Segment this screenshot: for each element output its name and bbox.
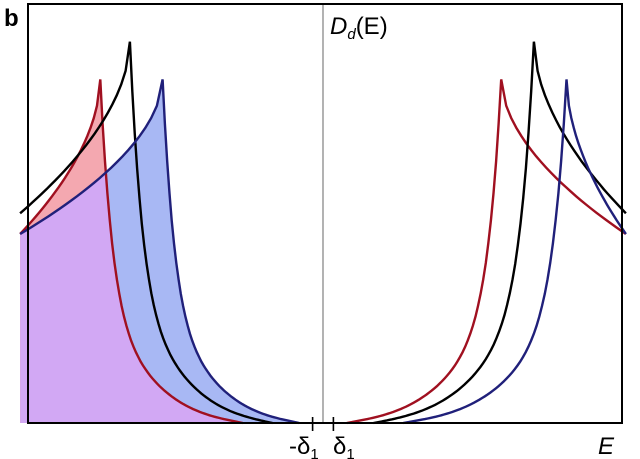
- curve-black-pos: [373, 41, 627, 425]
- y-axis-label: Dd(E): [330, 13, 388, 43]
- tick-pos-main: δ: [333, 433, 346, 459]
- y-label-main: D: [330, 13, 347, 40]
- panel-label: b: [4, 5, 19, 32]
- tick-neg-sub: 1: [310, 446, 318, 459]
- dos-curves: [19, 41, 627, 425]
- tick-label-pos-delta1: δ1: [333, 433, 355, 459]
- x-ticks: [311, 417, 335, 431]
- tick-pos-sub: 1: [346, 446, 354, 459]
- curve-red-neg: [19, 79, 244, 425]
- curve-black-neg: [19, 41, 273, 425]
- tick-neg-main: -δ: [289, 433, 310, 459]
- curve-red-pos: [346, 79, 627, 425]
- x-axis-label: E: [598, 433, 615, 459]
- tick-label-neg-delta1: -δ1: [289, 433, 319, 459]
- y-label-arg: (E): [356, 13, 388, 40]
- curve-blue-neg: [19, 79, 300, 425]
- y-label-sub: d: [347, 26, 356, 43]
- plot-frame: [27, 3, 623, 424]
- filled-regions: [20, 79, 300, 424]
- curve-blue-pos: [402, 79, 627, 425]
